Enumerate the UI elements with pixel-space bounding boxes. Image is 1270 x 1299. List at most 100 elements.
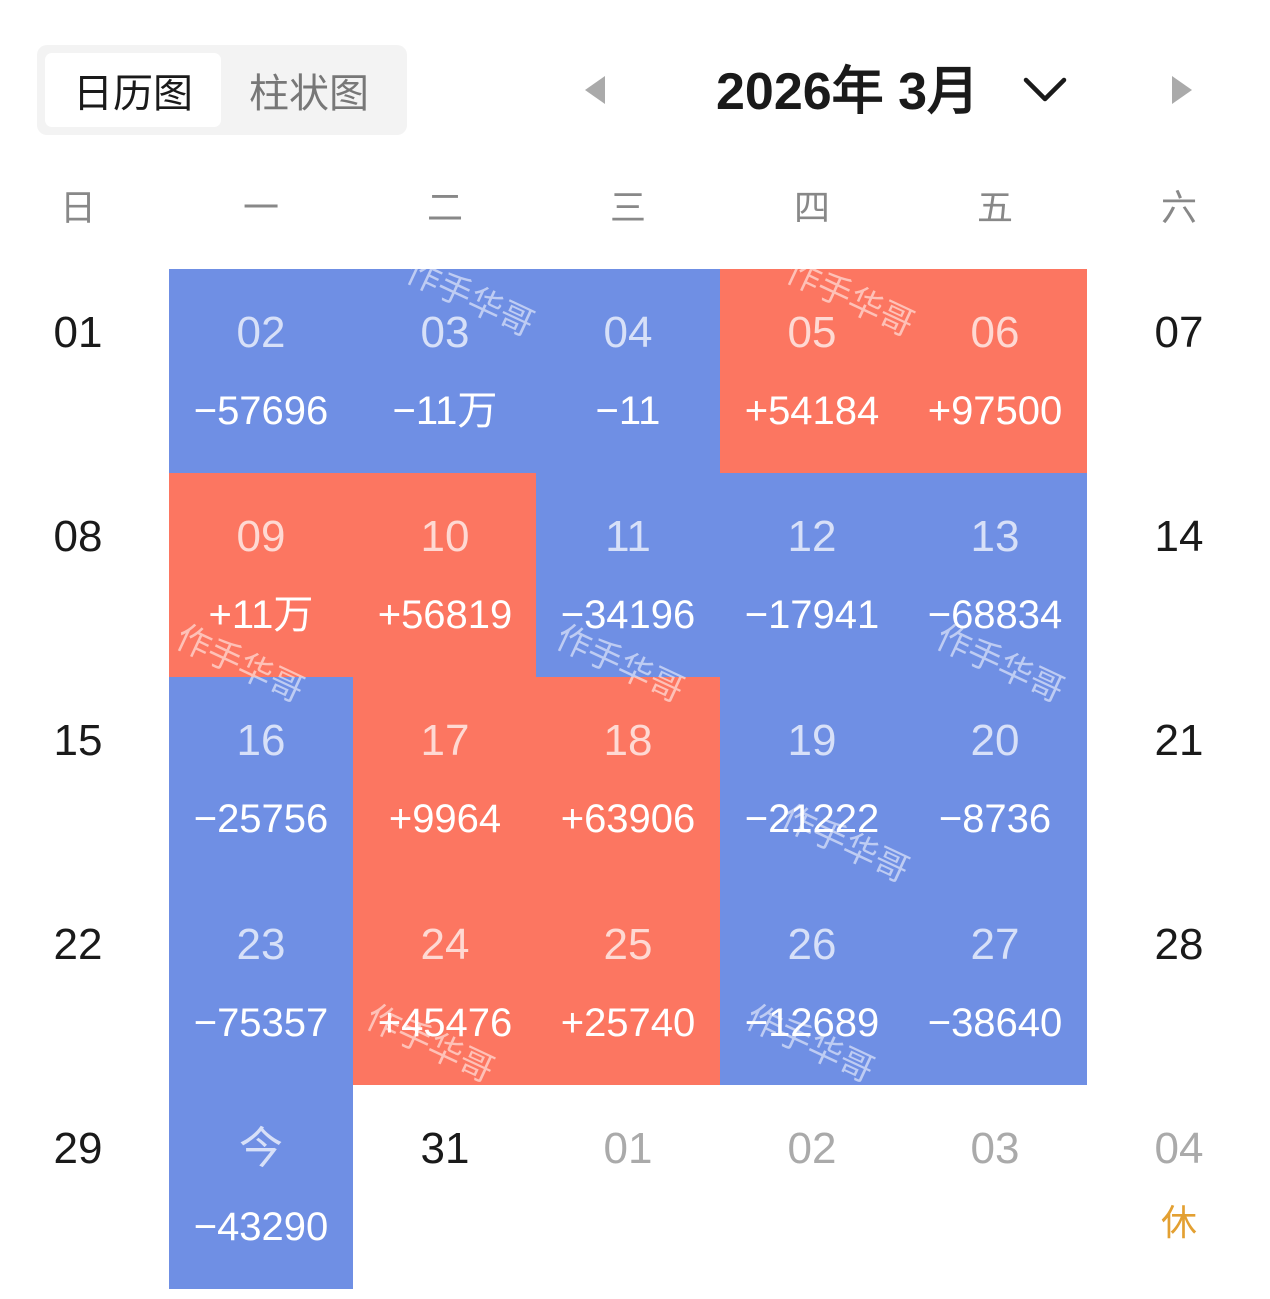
day-number: 31 [420, 1124, 470, 1173]
daily-pnl: +45476 [377, 1001, 513, 1045]
weekday-label: 五 [976, 187, 1013, 228]
calendar-day-cell[interactable]: 23 −75357 [169, 881, 353, 1085]
day-number: 26 [787, 920, 837, 969]
day-number: 23 [236, 920, 286, 969]
calendar-day-cell[interactable]: 01 [536, 1085, 720, 1289]
calendar-day-cell[interactable]: 28 [1087, 881, 1270, 1085]
weekday-label: 四 [793, 187, 830, 228]
daily-pnl: −75357 [193, 1001, 329, 1045]
calendar-day-cell[interactable]: 17 +9964 [353, 677, 537, 881]
holiday-tag: 休 [1160, 1202, 1197, 1243]
calendar-day-cell[interactable]: 27 −38640 [903, 881, 1087, 1085]
calendar-day-cell[interactable]: 29 [0, 1085, 170, 1289]
calendar-day-cell[interactable]: 13 −68834 [903, 473, 1087, 677]
calendar-day-cell[interactable]: 01 [0, 269, 170, 473]
view-toggle: 日历图 柱状图 [37, 45, 407, 135]
calendar-day-cell[interactable]: 02 −57696 [169, 269, 353, 473]
calendar-day-cell[interactable]: 03 −11万 [353, 269, 537, 473]
day-number: 05 [787, 308, 837, 357]
day-number: 03 [970, 1124, 1020, 1173]
day-number: 24 [420, 920, 470, 969]
day-number: 20 [970, 716, 1020, 765]
calendar-day-cell[interactable]: 20 −8736 [903, 677, 1087, 881]
calendar-day-cell[interactable]: 02 [720, 1085, 904, 1289]
daily-pnl: +97500 [927, 389, 1063, 433]
day-number: 02 [236, 308, 286, 357]
calendar-day-cell[interactable]: 22 [0, 881, 170, 1085]
daily-pnl: +54184 [744, 389, 880, 433]
day-number: 04 [1154, 1124, 1204, 1173]
calendar-day-cell[interactable]: 04 −11 [536, 269, 720, 473]
calendar-day-cell[interactable]: 24 +45476 [353, 881, 537, 1085]
day-number: 01 [53, 308, 103, 357]
calendar-day-cell[interactable]: 11 −34196 [536, 473, 720, 677]
daily-pnl: −34196 [560, 593, 696, 637]
daily-pnl: +25740 [560, 1001, 696, 1045]
day-number: 15 [53, 716, 103, 765]
calendar-day-cell[interactable]: 18 +63906 [536, 677, 720, 881]
day-number: 03 [420, 308, 470, 357]
caret-left-icon[interactable] [575, 70, 615, 110]
daily-pnl: +63906 [560, 797, 696, 841]
daily-pnl: +11万 [208, 593, 314, 637]
calendar-day-cell[interactable]: 12 −17941 [720, 473, 904, 677]
calendar-view-tab[interactable]: 日历图 [45, 53, 221, 127]
day-number: 06 [970, 308, 1020, 357]
bar-chart-view-tab[interactable]: 柱状图 [249, 72, 369, 116]
day-number: 16 [236, 716, 286, 765]
daily-pnl: +9964 [388, 797, 502, 841]
calendar-day-cell[interactable]: 15 [0, 677, 170, 881]
calendar-day-cell[interactable]: 05 +54184 [720, 269, 904, 473]
day-number: 13 [970, 512, 1020, 561]
calendar-day-cell[interactable]: 08 [0, 473, 170, 677]
calendar-day-cell[interactable]: 19 −21222 [720, 677, 904, 881]
day-number: 21 [1154, 716, 1204, 765]
day-number: 19 [787, 716, 837, 765]
caret-right-icon[interactable] [1162, 70, 1202, 110]
calendar-day-cell[interactable]: 03 [903, 1085, 1087, 1289]
day-number: 02 [787, 1124, 837, 1173]
calendar-day-cell[interactable]: 14 [1087, 473, 1270, 677]
day-number: 04 [603, 308, 653, 357]
month-title[interactable]: 2026年 3月 [716, 63, 980, 121]
daily-pnl: −11万 [392, 389, 498, 433]
calendar-day-cell[interactable]: 16 −25756 [169, 677, 353, 881]
day-number: 18 [603, 716, 653, 765]
weekday-label: 六 [1160, 187, 1197, 228]
daily-pnl: −25756 [193, 797, 329, 841]
daily-pnl: −11 [595, 389, 661, 433]
calendar-day-cell[interactable]: 04 休 [1087, 1085, 1270, 1289]
day-number: 17 [420, 716, 470, 765]
calendar-day-cell[interactable]: 06 +97500 [903, 269, 1087, 473]
daily-pnl: −21222 [744, 797, 880, 841]
calendar-day-cell[interactable]: 25 +25740 [536, 881, 720, 1085]
day-number: 29 [53, 1124, 103, 1173]
day-number: 08 [53, 512, 103, 561]
day-number: 10 [420, 512, 470, 561]
today-label: 今 [239, 1124, 283, 1173]
weekday-label: 一 [242, 187, 279, 228]
day-number: 09 [236, 512, 286, 561]
daily-pnl: −8736 [938, 797, 1052, 841]
weekday-label: 二 [426, 187, 463, 228]
daily-pnl: −57696 [193, 389, 329, 433]
day-number: 27 [970, 920, 1020, 969]
daily-pnl: −12689 [744, 1001, 880, 1045]
day-number: 14 [1154, 512, 1204, 561]
daily-pnl: −38640 [927, 1001, 1063, 1045]
daily-pnl: −68834 [927, 593, 1063, 637]
chevron-down-icon[interactable] [1020, 70, 1070, 110]
calendar-day-cell[interactable]: 31 [353, 1085, 537, 1289]
weekday-label: 三 [609, 187, 646, 228]
day-number: 12 [787, 512, 837, 561]
daily-pnl: −17941 [744, 593, 880, 637]
calendar-day-today[interactable]: 今 −43290 [169, 1085, 353, 1289]
weekday-label: 日 [59, 187, 96, 228]
day-number: 28 [1154, 920, 1204, 969]
calendar-day-cell[interactable]: 10 +56819 [353, 473, 537, 677]
calendar-day-cell[interactable]: 26 −12689 [720, 881, 904, 1085]
calendar-day-cell[interactable]: 07 [1087, 269, 1270, 473]
day-number: 01 [603, 1124, 653, 1173]
calendar-day-cell[interactable]: 21 [1087, 677, 1270, 881]
calendar-day-cell[interactable]: 09 +11万 [169, 473, 353, 677]
